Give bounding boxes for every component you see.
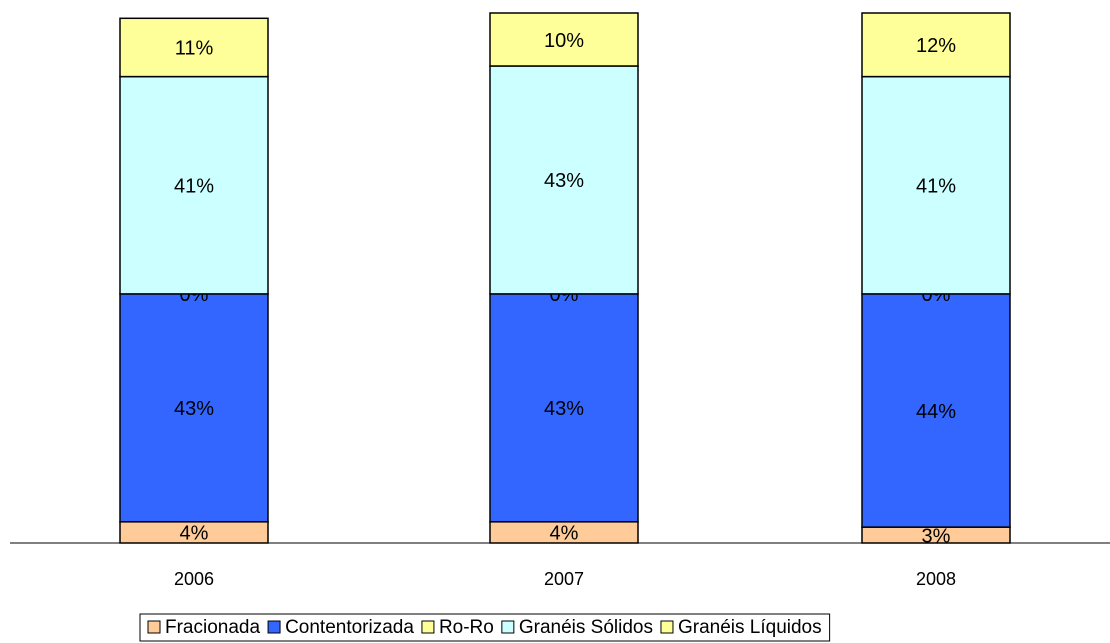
value-label: 11%	[175, 38, 214, 60]
legend-box	[139, 613, 831, 642]
legend-swatch	[501, 620, 515, 634]
legend-label: Granéis Líquidos	[678, 617, 822, 638]
legend-label: Granéis Sólidos	[519, 617, 653, 638]
bar-segment	[119, 293, 269, 523]
bar-segment	[119, 75, 269, 295]
value-label: 4%	[550, 523, 579, 545]
legend-swatch	[147, 620, 161, 634]
legend-label: Fracionada	[165, 617, 260, 638]
bar-segment	[489, 12, 639, 67]
value-label: 44%	[916, 401, 956, 423]
value-label: 43%	[174, 398, 214, 420]
value-label: 4%	[180, 523, 209, 545]
value-label: 41%	[916, 176, 956, 198]
legend-label: Ro-Ro	[439, 617, 494, 638]
value-label: 3%	[922, 525, 951, 547]
x-tick-label: 2006	[174, 569, 214, 589]
bar-segment	[861, 75, 1011, 295]
bar-segment	[861, 293, 1011, 528]
legend-swatch	[267, 620, 281, 634]
legend-swatch	[421, 620, 435, 634]
value-label: 12%	[916, 35, 956, 57]
legend-swatch	[660, 620, 674, 634]
value-label: 43%	[544, 170, 584, 192]
value-label: 41%	[174, 176, 214, 198]
legend-label: Contentorizada	[285, 617, 414, 638]
x-tick-label: 2008	[916, 569, 956, 589]
x-tick-label: 2007	[544, 569, 584, 589]
value-label: 43%	[544, 398, 584, 420]
bar-segment	[119, 17, 269, 78]
bar-segment	[861, 12, 1011, 78]
value-label: 10%	[544, 30, 584, 52]
